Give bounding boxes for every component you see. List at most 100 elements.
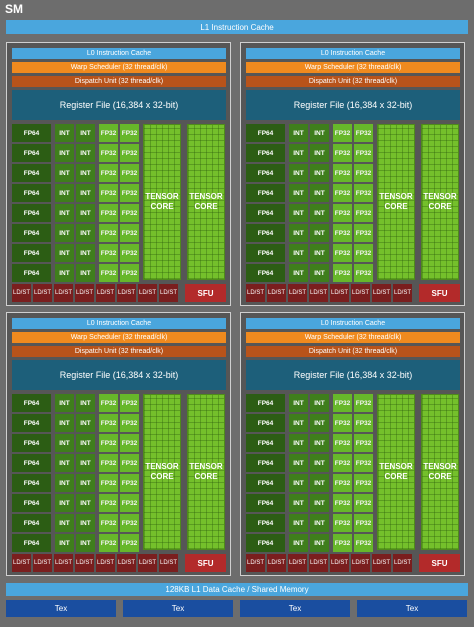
ldst-label-line2: ST — [319, 289, 327, 296]
tex-unit: Tex — [6, 600, 116, 617]
tex-unit: Tex — [123, 600, 233, 617]
register-file: Register File (16,384 x 32-bit) — [246, 360, 460, 390]
ldst-label-line1: LD/ — [330, 559, 341, 566]
fp64-unit: FP64 — [12, 434, 51, 452]
tensor-core-label-line2: CORE — [384, 202, 408, 211]
ldst-unit: LD/ST — [33, 554, 52, 572]
fp32-column: FP32 FP32 FP32 FP32 FP32 FP32 FP32 FP32 — [99, 124, 118, 282]
fp64-unit: FP64 — [12, 144, 51, 162]
int-unit: INT — [76, 394, 95, 412]
int-unit: INT — [55, 534, 74, 552]
fp32-unit: FP32 — [99, 454, 118, 472]
int-unit: INT — [55, 494, 74, 512]
tensor-core-label: TENSOR CORE — [423, 192, 456, 212]
tensor-core-label-line2: CORE — [384, 472, 408, 481]
fp32-unit: FP32 — [120, 184, 139, 202]
ldst-unit: LD/ST — [54, 284, 73, 302]
ldst-unit: LD/ST — [138, 284, 157, 302]
int-unit: INT — [76, 264, 95, 282]
ldst-label-line2: ST — [382, 289, 390, 296]
ldst-label-line1: LD/ — [246, 559, 257, 566]
ldst-unit: LD/ST — [393, 284, 412, 302]
tensor-core-label-line2: CORE — [194, 472, 218, 481]
int-unit: INT — [289, 474, 308, 492]
fp64-column: FP64 FP64 FP64 FP64 FP64 FP64 FP64 FP64 — [246, 124, 285, 282]
fp32-column: FP32 FP32 FP32 FP32 FP32 FP32 FP32 FP32 — [120, 394, 139, 552]
sm-title: SM — [5, 2, 23, 16]
ldst-label-line2: ST — [43, 289, 51, 296]
ldst-unit: LD/ST — [351, 284, 370, 302]
warp-scheduler: Warp Scheduler (32 thread/clk) — [246, 332, 460, 343]
int-unit: INT — [55, 244, 74, 262]
fp64-unit: FP64 — [12, 224, 51, 242]
tensor-core-label: TENSOR CORE — [189, 192, 222, 212]
ldst-label-line1: LD/ — [12, 559, 23, 566]
int-unit: INT — [310, 514, 329, 532]
ldst-label-line2: ST — [85, 289, 93, 296]
fp64-unit: FP64 — [246, 454, 285, 472]
ldst-unit: LD/ST — [309, 284, 328, 302]
fp32-unit: FP32 — [99, 494, 118, 512]
ldst-unit: LD/ST — [288, 554, 307, 572]
int-unit: INT — [310, 144, 329, 162]
fp64-unit: FP64 — [246, 164, 285, 182]
tensor-core: TENSOR CORE — [187, 124, 225, 280]
ldst-label-line2: ST — [256, 559, 264, 566]
fp64-unit: FP64 — [12, 454, 51, 472]
int-column: INT INT INT INT INT INT INT INT — [289, 124, 308, 282]
fp32-unit: FP32 — [354, 264, 373, 282]
fp32-unit: FP32 — [99, 204, 118, 222]
ldst-label-line1: LD/ — [75, 289, 86, 296]
ldst-unit: LD/ST — [267, 284, 286, 302]
int-unit: INT — [76, 534, 95, 552]
int-unit: INT — [55, 184, 74, 202]
fp32-unit: FP32 — [333, 124, 352, 142]
tensor-core-label: TENSOR CORE — [145, 462, 178, 482]
fp32-unit: FP32 — [333, 244, 352, 262]
tensor-core: TENSOR CORE — [143, 394, 181, 550]
ldst-unit: LD/ST — [96, 284, 115, 302]
warp-scheduler: Warp Scheduler (32 thread/clk) — [12, 62, 226, 73]
int-unit: INT — [76, 474, 95, 492]
fp32-unit: FP32 — [120, 434, 139, 452]
ldst-unit: LD/ST — [75, 554, 94, 572]
ldst-label-line2: ST — [64, 289, 72, 296]
fp32-unit: FP32 — [99, 184, 118, 202]
fp32-column: FP32 FP32 FP32 FP32 FP32 FP32 FP32 FP32 — [99, 394, 118, 552]
ldst-unit: LD/ST — [288, 284, 307, 302]
tensor-core-label-line2: CORE — [194, 202, 218, 211]
sm-partition: L0 Instruction Cache Warp Scheduler (32 t… — [6, 312, 231, 576]
ldst-label-line1: LD/ — [288, 559, 299, 566]
int-unit: INT — [289, 184, 308, 202]
fp32-unit: FP32 — [333, 204, 352, 222]
fp64-unit: FP64 — [12, 204, 51, 222]
fp32-unit: FP32 — [99, 474, 118, 492]
fp32-unit: FP32 — [120, 414, 139, 432]
fp64-unit: FP64 — [12, 534, 51, 552]
fp64-unit: FP64 — [246, 414, 285, 432]
ldst-label-line1: LD/ — [33, 289, 44, 296]
fp32-unit: FP32 — [333, 224, 352, 242]
fp32-unit: FP32 — [99, 434, 118, 452]
int-unit: INT — [289, 414, 308, 432]
int-unit: INT — [310, 224, 329, 242]
fp32-unit: FP32 — [99, 144, 118, 162]
fp32-unit: FP32 — [120, 124, 139, 142]
int-unit: INT — [310, 394, 329, 412]
ldst-label-line1: LD/ — [393, 559, 404, 566]
ldst-unit: LD/ST — [246, 554, 265, 572]
int-unit: INT — [289, 534, 308, 552]
ldst-label-line1: LD/ — [288, 289, 299, 296]
ldst-unit: LD/ST — [309, 554, 328, 572]
fp64-unit: FP64 — [246, 124, 285, 142]
int-unit: INT — [55, 124, 74, 142]
fp32-unit: FP32 — [354, 244, 373, 262]
fp64-unit: FP64 — [12, 414, 51, 432]
ldst-label-line2: ST — [169, 559, 177, 566]
int-unit: INT — [76, 414, 95, 432]
int-unit: INT — [289, 224, 308, 242]
ldst-label-line1: LD/ — [372, 289, 383, 296]
fp32-unit: FP32 — [99, 164, 118, 182]
int-unit: INT — [310, 124, 329, 142]
tensor-core: TENSOR CORE — [421, 124, 459, 280]
